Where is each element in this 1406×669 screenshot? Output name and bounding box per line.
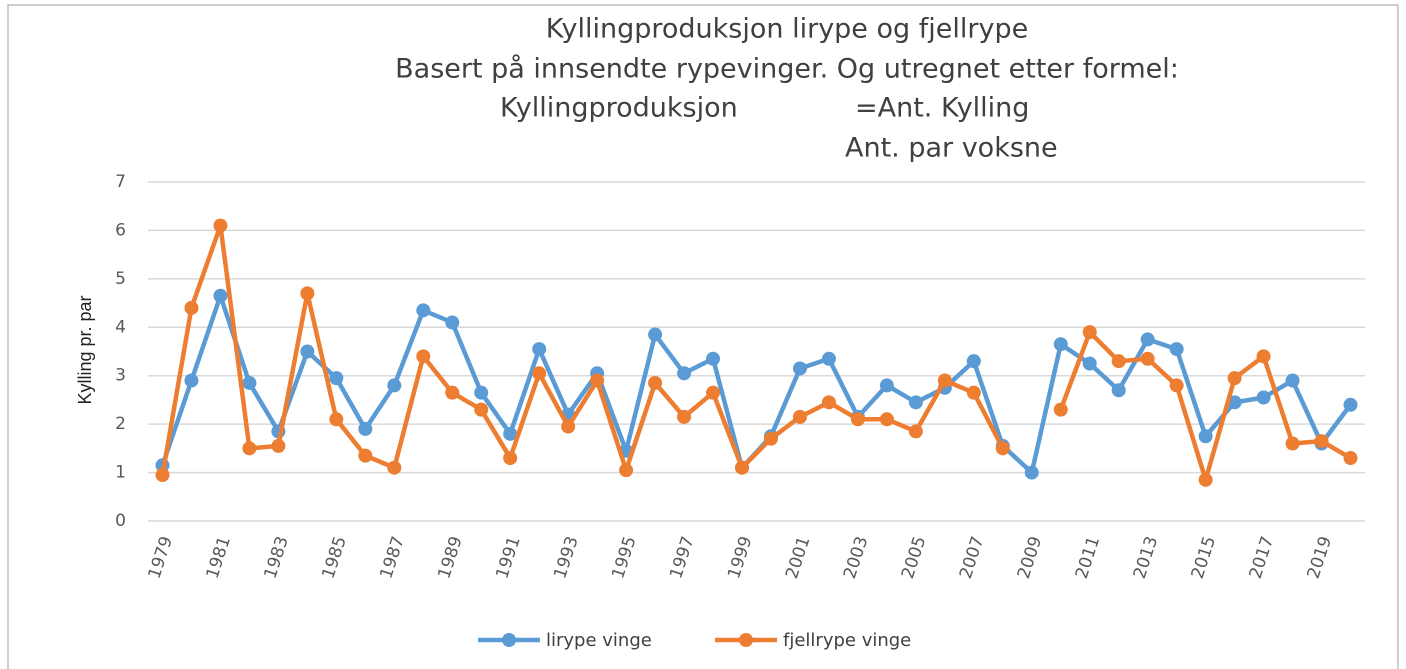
point: [1227, 395, 1242, 410]
point: [532, 366, 547, 381]
point: [213, 288, 228, 303]
point: [155, 467, 170, 482]
point: [763, 431, 778, 446]
y-tick-label: 7: [115, 172, 126, 192]
point: [1140, 351, 1155, 366]
point: [1111, 383, 1126, 398]
frame: [7, 4, 1399, 669]
point: [706, 385, 721, 400]
point: [300, 344, 315, 359]
point: [329, 412, 344, 427]
point: [387, 378, 402, 393]
point: [1082, 356, 1097, 371]
point: [706, 351, 721, 366]
point: [416, 303, 431, 318]
point: [1285, 373, 1300, 388]
point: [879, 412, 894, 427]
y-tick-label: 4: [115, 317, 126, 337]
point: [735, 460, 750, 475]
point: [648, 375, 663, 390]
chart-title: Kyllingproduksjon lirype og fjellrype: [546, 14, 1028, 45]
point: [937, 373, 952, 388]
point: [503, 451, 518, 466]
point: [1111, 354, 1126, 369]
point: [1343, 451, 1358, 466]
point: [445, 315, 460, 330]
point: [184, 373, 199, 388]
point: [1256, 390, 1271, 405]
point: [474, 402, 489, 417]
point: [677, 366, 692, 381]
y-axis-label: Kylling pr. par: [75, 295, 95, 404]
point: [329, 371, 344, 386]
point: [792, 361, 807, 376]
point: [416, 349, 431, 364]
point: [850, 412, 865, 427]
point: [242, 441, 257, 456]
legend-label: lirype vinge: [546, 630, 652, 651]
y-tick-label: 3: [115, 366, 126, 386]
point: [966, 385, 981, 400]
point: [1024, 465, 1039, 480]
point: [358, 421, 373, 436]
point: [1314, 434, 1329, 449]
point: [1256, 349, 1271, 364]
point: [792, 409, 807, 424]
y-tick-label: 1: [115, 463, 126, 483]
legend-marker: [502, 633, 516, 647]
point: [358, 448, 373, 463]
point: [821, 395, 836, 410]
point: [1343, 397, 1358, 412]
point: [995, 441, 1010, 456]
point: [474, 385, 489, 400]
point: [271, 438, 286, 453]
y-tick-label: 6: [115, 220, 126, 240]
point: [445, 385, 460, 400]
point: [1140, 332, 1155, 347]
point: [1285, 436, 1300, 451]
point: [532, 342, 547, 357]
point: [387, 460, 402, 475]
y-tick-label: 0: [115, 511, 126, 531]
point: [1227, 371, 1242, 386]
point: [821, 351, 836, 366]
y-tick-label: 2: [115, 414, 126, 434]
point: [242, 375, 257, 390]
point: [590, 373, 605, 388]
point: [1198, 429, 1213, 444]
point: [1082, 325, 1097, 340]
legend-label: fjellrype vinge: [783, 630, 911, 651]
point: [619, 463, 634, 478]
point: [1169, 342, 1184, 357]
point: [561, 419, 576, 434]
formula-numerator: =Ant. Kylling: [855, 93, 1029, 124]
point: [677, 409, 692, 424]
point: [966, 354, 981, 369]
point: [908, 395, 923, 410]
point: [184, 300, 199, 315]
formula-left: Kyllingproduksjon: [500, 93, 738, 124]
point: [908, 424, 923, 439]
point: [1169, 378, 1184, 393]
chart-subtitle: Basert på innsendte rypevinger. Og utreg…: [395, 54, 1179, 85]
point: [1053, 337, 1068, 352]
point: [1198, 472, 1213, 487]
point: [503, 426, 518, 441]
formula-denominator: Ant. par voksne: [845, 133, 1058, 164]
legend-marker: [739, 633, 753, 647]
point: [300, 286, 315, 301]
point: [879, 378, 894, 393]
point: [648, 327, 663, 342]
y-tick-label: 5: [115, 269, 126, 289]
point: [1053, 402, 1068, 417]
point: [213, 218, 228, 233]
